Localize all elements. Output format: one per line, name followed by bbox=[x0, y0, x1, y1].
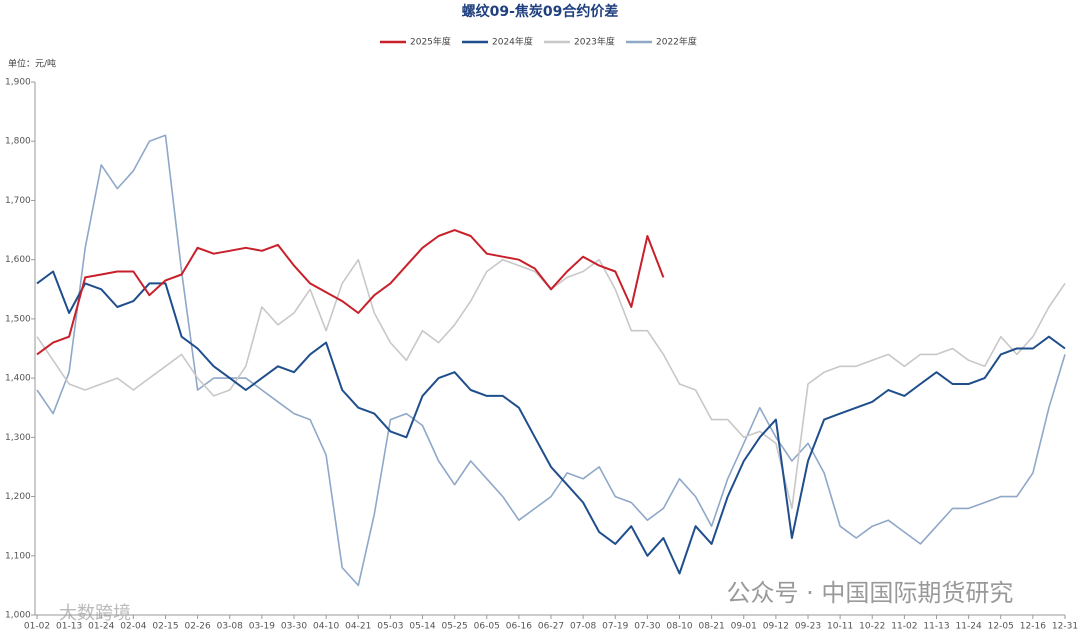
x-tick-label: 11-13 bbox=[923, 622, 949, 632]
x-tick-label: 08-10 bbox=[666, 622, 692, 632]
y-tick-label: 1,900 bbox=[5, 78, 31, 88]
chart-title: 螺纹09-焦炭09合约价差 bbox=[462, 3, 619, 20]
x-tick-label: 12-05 bbox=[988, 622, 1014, 632]
x-tick-label: 09-01 bbox=[731, 622, 757, 632]
x-tick-label: 04-21 bbox=[345, 622, 371, 632]
legend-label: 2024年度 bbox=[492, 36, 533, 48]
y-tick-label: 1,600 bbox=[5, 255, 31, 265]
x-tick-label: 08-21 bbox=[699, 622, 725, 632]
x-tick-label: 11-24 bbox=[956, 622, 982, 632]
watermark: 大数跨境 bbox=[59, 603, 131, 624]
x-tick-label: 07-19 bbox=[602, 622, 628, 632]
y-tick-label: 1,800 bbox=[5, 137, 31, 147]
x-tick-label: 06-16 bbox=[506, 622, 532, 632]
x-tick-label: 07-30 bbox=[634, 622, 660, 632]
x-tick-label: 05-03 bbox=[377, 622, 403, 632]
y-tick-label: 1,200 bbox=[5, 492, 31, 502]
x-tick-label: 05-25 bbox=[442, 622, 468, 632]
x-tick-label: 01-24 bbox=[88, 622, 114, 632]
watermark: 公众号 · 中国国际期货研究 bbox=[727, 579, 1014, 607]
y-tick-label: 1,700 bbox=[5, 196, 31, 206]
legend-label: 2022年度 bbox=[656, 36, 697, 48]
x-tick-label: 09-12 bbox=[763, 622, 789, 632]
series-line bbox=[36, 134, 1066, 587]
x-tick-label: 01-13 bbox=[56, 622, 82, 632]
y-tick-label: 1,500 bbox=[5, 314, 31, 324]
y-tick-label: 1,400 bbox=[5, 374, 31, 384]
x-tick-label: 09-23 bbox=[795, 622, 821, 632]
x-tick-label: 02-26 bbox=[185, 622, 211, 632]
x-tick-label: 10-11 bbox=[827, 622, 853, 632]
x-tick-label: 06-27 bbox=[538, 622, 564, 632]
x-tick-label: 12-31 bbox=[1052, 622, 1078, 632]
y-tick-label: 1,100 bbox=[5, 551, 31, 561]
x-tick-label: 06-05 bbox=[474, 622, 500, 632]
x-tick-label: 11-02 bbox=[891, 622, 917, 632]
x-tick-label: 04-10 bbox=[313, 622, 339, 632]
y-tick-label: 1,300 bbox=[5, 433, 31, 443]
x-tick-label: 05-14 bbox=[409, 622, 435, 632]
series-line bbox=[36, 229, 665, 356]
y-unit: 单位：元/吨 bbox=[8, 58, 56, 70]
legend-label: 2025年度 bbox=[410, 36, 451, 48]
x-tick-label: 07-08 bbox=[570, 622, 596, 632]
legend-label: 2023年度 bbox=[574, 36, 615, 48]
x-tick-label: 02-04 bbox=[120, 622, 146, 632]
x-tick-label: 03-30 bbox=[281, 622, 307, 632]
x-tick-label: 01-02 bbox=[24, 622, 50, 632]
x-tick-label: 02-15 bbox=[152, 622, 178, 632]
x-tick-label: 03-19 bbox=[249, 622, 275, 632]
x-tick-label: 10-22 bbox=[859, 622, 885, 632]
series-line bbox=[36, 270, 1066, 575]
x-tick-label: 12-16 bbox=[1020, 622, 1046, 632]
x-tick-label: 03-08 bbox=[217, 622, 243, 632]
y-tick-label: 1,000 bbox=[5, 611, 31, 621]
